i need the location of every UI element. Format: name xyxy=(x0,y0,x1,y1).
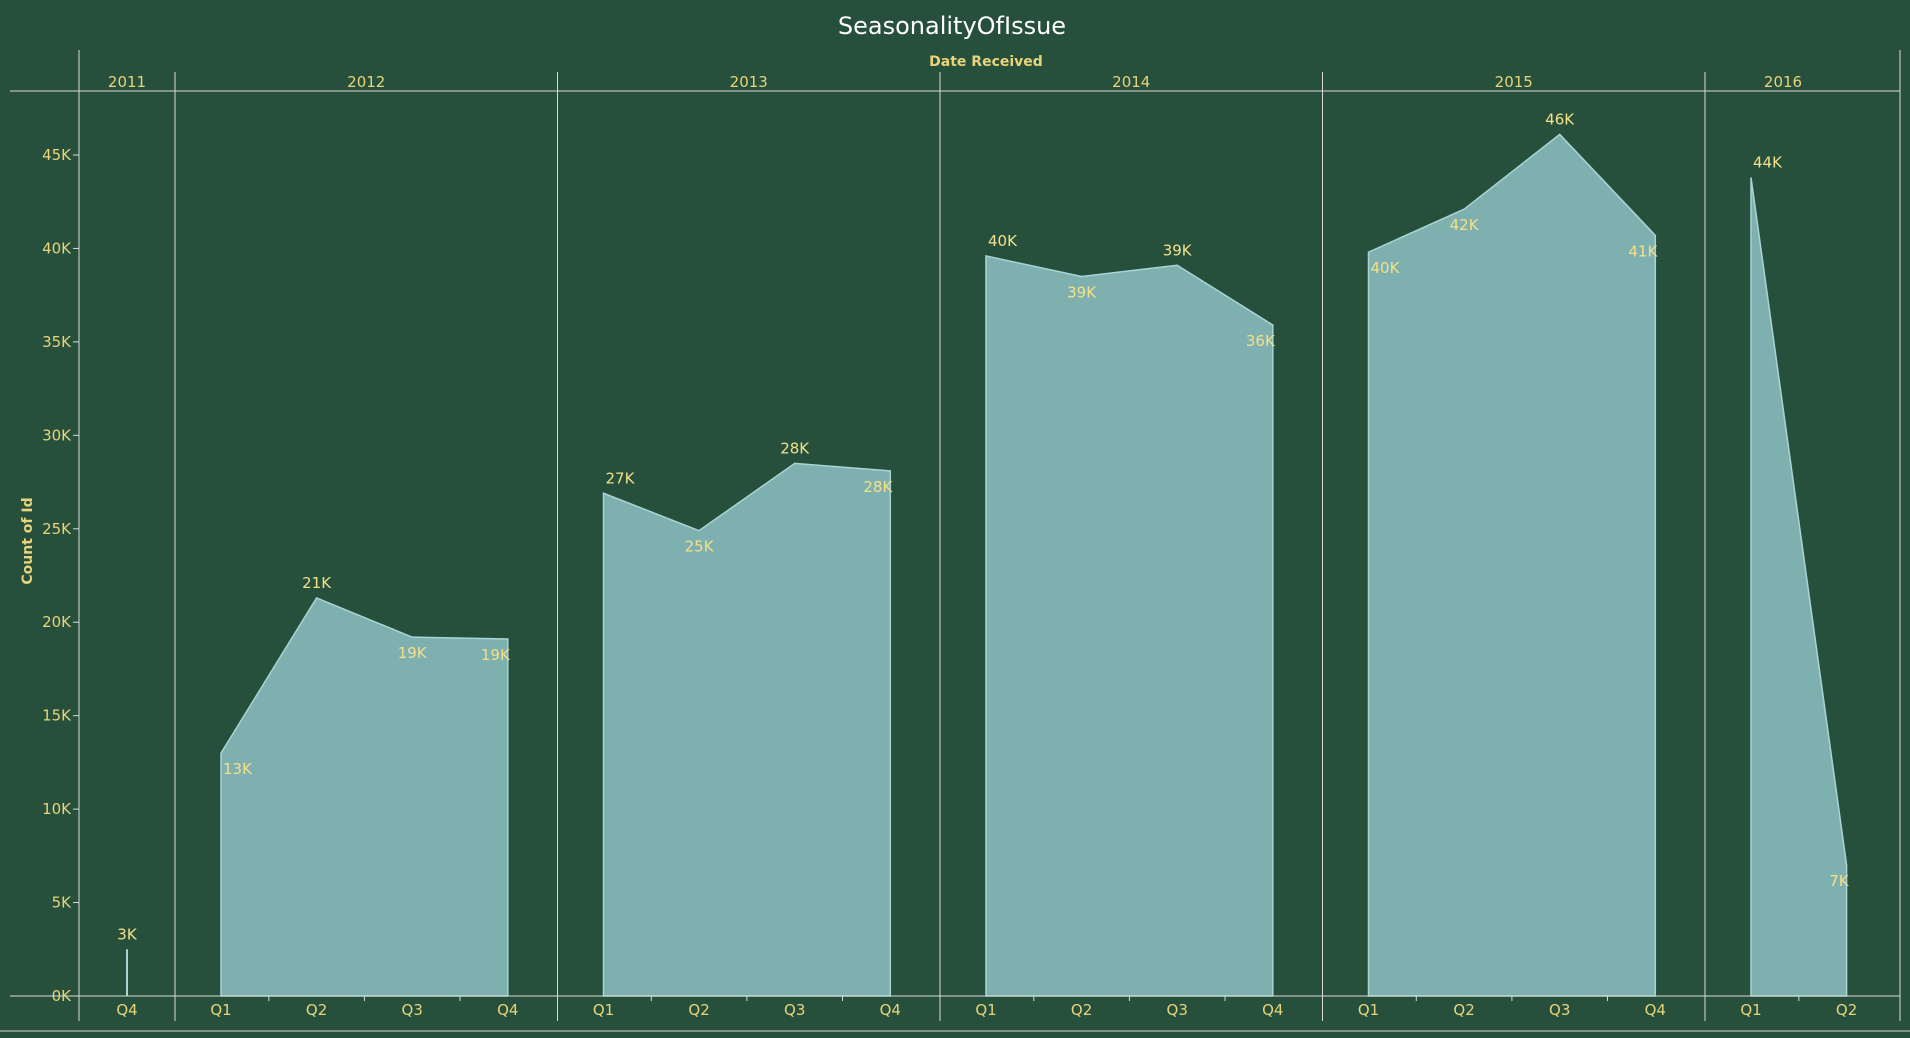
chart-title: SeasonalityOfIssue xyxy=(838,12,1066,40)
y-tick-label: 30K xyxy=(42,426,72,444)
y-tick-label: 35K xyxy=(42,333,72,351)
label-layer: 0K 5K 10K 15K 20K 25K 30K 35K 40K 45K 2011 Q4 3K 2012… xyxy=(42,73,1857,1019)
data-label: 42K xyxy=(1450,216,1480,234)
year-header-label: 2013 xyxy=(730,73,768,91)
y-tick-label: 0K xyxy=(52,987,73,1005)
x-quarter-label: Q3 xyxy=(1549,1001,1570,1019)
data-label: 39K xyxy=(1067,283,1097,301)
x-quarter-label: Q2 xyxy=(1836,1001,1857,1019)
data-label: 36K xyxy=(1246,332,1276,350)
data-label: 39K xyxy=(1163,241,1193,259)
x-quarter-label: Q3 xyxy=(1167,1001,1188,1019)
x-quarter-label: Q1 xyxy=(975,1001,996,1019)
y-tick-label: 45K xyxy=(42,146,72,164)
data-label: 41K xyxy=(1628,242,1658,260)
data-label: 25K xyxy=(685,538,715,556)
data-label: 21K xyxy=(302,574,332,592)
rule-layer xyxy=(0,50,1910,1032)
data-label: 27K xyxy=(606,469,636,487)
data-label: 28K xyxy=(780,439,810,457)
x-quarter-label: Q1 xyxy=(593,1001,614,1019)
data-label: 7K xyxy=(1829,872,1850,890)
x-quarter-label: Q1 xyxy=(1740,1001,1761,1019)
data-label: 46K xyxy=(1545,110,1575,128)
x-quarter-label: Q2 xyxy=(306,1001,327,1019)
y-tick-label: 20K xyxy=(42,613,72,631)
x-quarter-label: Q4 xyxy=(116,1001,137,1019)
x-quarter-label: Q3 xyxy=(784,1001,805,1019)
data-label: 40K xyxy=(1371,259,1401,277)
x-quarter-label: Q2 xyxy=(1453,1001,1474,1019)
x-quarter-label: Q4 xyxy=(497,1001,518,1019)
x-quarter-label: Q3 xyxy=(402,1001,423,1019)
x-quarter-label: Q4 xyxy=(880,1001,901,1019)
area-series-2012 xyxy=(220,596,509,997)
x-quarter-label: Q4 xyxy=(1262,1001,1283,1019)
area-series-2013 xyxy=(602,462,892,997)
x-quarter-label: Q4 xyxy=(1645,1001,1666,1019)
data-label: 3K xyxy=(117,925,138,943)
y-tick-label: 10K xyxy=(42,800,72,818)
year-header-label: 2016 xyxy=(1764,73,1802,91)
x-quarter-label: Q1 xyxy=(210,1001,231,1019)
year-header-label: 2015 xyxy=(1495,73,1533,91)
data-label: 28K xyxy=(863,478,893,496)
year-header-label: 2011 xyxy=(108,73,146,91)
y-tick-label: 40K xyxy=(42,239,72,257)
x-quarter-label: Q2 xyxy=(1071,1001,1092,1019)
x-quarter-label: Q2 xyxy=(688,1001,709,1019)
year-header-label: 2014 xyxy=(1112,73,1150,91)
area-layer xyxy=(126,133,1848,997)
area-series-2014 xyxy=(985,254,1274,997)
data-label: 44K xyxy=(1753,153,1783,171)
data-label: 19K xyxy=(398,644,428,662)
column-header-date-received: Date Received xyxy=(929,54,1043,70)
year-header-label: 2012 xyxy=(347,73,385,91)
x-quarter-label: Q1 xyxy=(1358,1001,1379,1019)
data-label: 19K xyxy=(481,646,511,664)
area-series-2015 xyxy=(1367,133,1657,997)
y-tick-label: 15K xyxy=(42,707,72,725)
y-tick-label: 25K xyxy=(42,520,72,538)
data-label: 13K xyxy=(223,760,253,778)
data-label: 40K xyxy=(988,232,1018,250)
y-axis-title: Count of Id xyxy=(20,497,36,584)
y-tick-label: 5K xyxy=(52,894,73,912)
